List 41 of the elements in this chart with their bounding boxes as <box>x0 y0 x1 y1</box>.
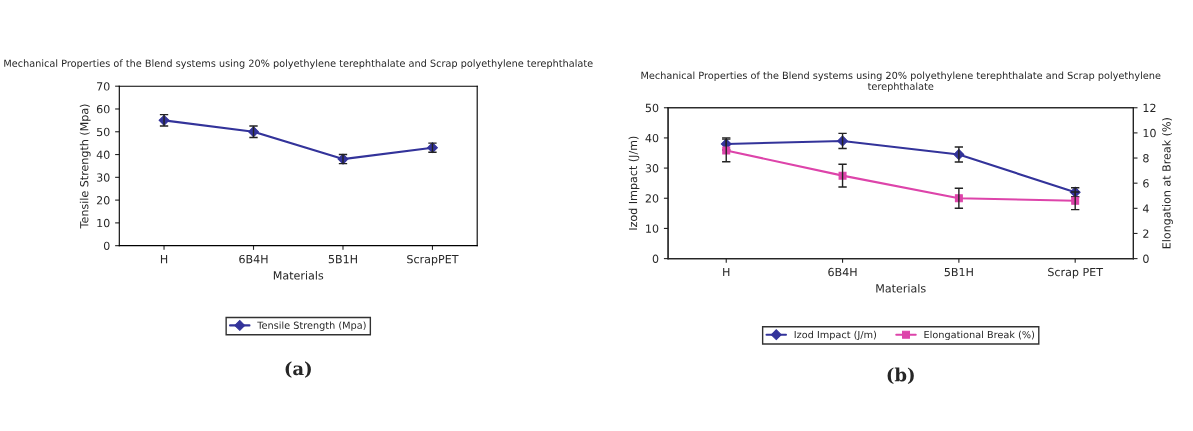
y2-tick-label: 0 <box>1143 254 1149 263</box>
y2-tick-label: 8 <box>1143 154 1149 163</box>
y-tick-label: 30 <box>96 173 110 182</box>
y-tick-label: 40 <box>645 133 659 143</box>
x-tick-label: ScrapPET <box>407 254 459 266</box>
x-axis-title: Materials <box>876 283 926 293</box>
x-tick-label: 5B1H <box>944 267 973 277</box>
chart-title: Mechanical Properties of the Blend systems using 20% polyethylene terephthalate and Scrap polyethylene terephthalate <box>4 59 593 69</box>
y-tick-label: 20 <box>96 196 110 205</box>
y2-tick-label: 2 <box>1143 229 1149 238</box>
y-tick-label: 40 <box>96 150 110 159</box>
y2-tick-label: 6 <box>1143 179 1149 188</box>
y-axis-title: Tensile Strength (Mpa) <box>79 104 91 229</box>
legend-label: Izod Impact (J/m) <box>794 330 877 341</box>
y-tick-label: 20 <box>645 194 659 203</box>
y-tick-label: 50 <box>645 103 659 113</box>
legend-label: Tensile Strength (Mpa) <box>257 321 366 331</box>
y-tick-label: 30 <box>645 164 659 173</box>
y2-tick-label: 4 <box>1142 204 1149 213</box>
y-tick-label: 60 <box>96 104 110 114</box>
y-tick-label: 10 <box>97 218 110 228</box>
x-axis-title: Materials <box>273 271 324 280</box>
legend-label: Elongational Break (%) <box>924 330 1035 341</box>
y-tick-label: 0 <box>103 241 110 251</box>
chart-title: Mechanical Properties of the Blend systems using 20% polyethylene terephthalate and Scrap polyethylene terephthalate <box>641 71 1161 92</box>
x-tick-label: H <box>160 255 168 264</box>
x-tick-label: 6B4H <box>239 254 268 264</box>
x-tick-label: Scrap PET <box>1048 267 1104 279</box>
y-axis-title: Izod Impact (J/m) <box>628 136 640 230</box>
y2-tick-label: 10 <box>1143 128 1156 138</box>
y2-axis-title: Elongation at Break (%) <box>1162 118 1173 249</box>
x-tick-label: 5B1H <box>328 255 357 264</box>
x-tick-label: H <box>723 267 730 277</box>
text: (a) <box>285 361 311 378</box>
y2-tick-label: 12 <box>1143 103 1156 112</box>
y-tick-label: 50 <box>96 127 110 137</box>
x-tick-label: 6B4H <box>828 267 857 277</box>
y-tick-label: 70 <box>97 82 110 91</box>
y-tick-label: 10 <box>646 224 659 233</box>
y-tick-label: 0 <box>652 254 659 263</box>
text: (b) <box>887 367 914 385</box>
